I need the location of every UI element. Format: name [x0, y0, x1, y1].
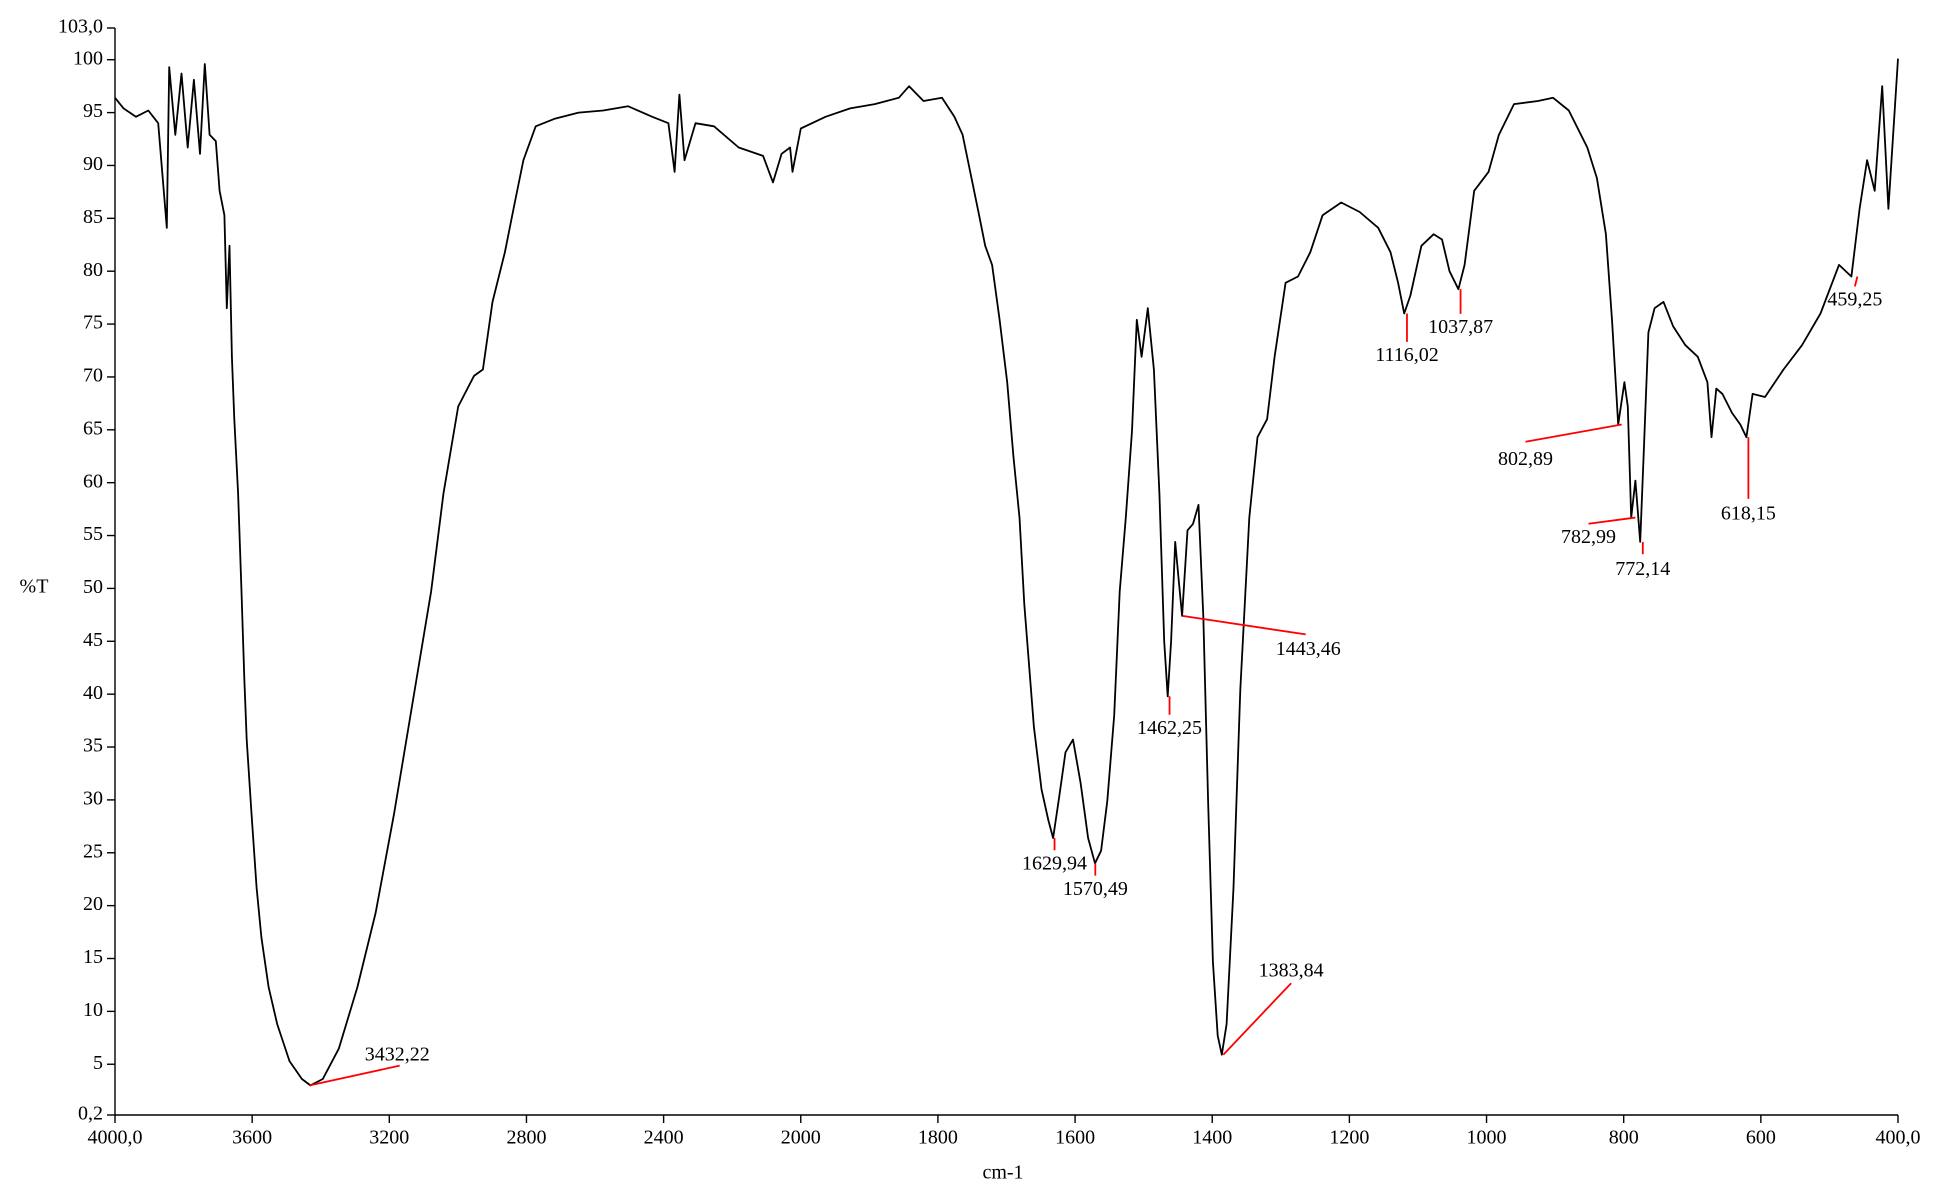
- y-tick-label: 80: [83, 259, 103, 281]
- y-axis-label: %T: [20, 576, 49, 598]
- y-tick-label: 85: [83, 206, 103, 228]
- y-tick-label: 50: [83, 576, 103, 598]
- peak-label: 618,15: [1721, 502, 1776, 524]
- y-tick-label: 70: [83, 365, 103, 387]
- x-tick-label: 1400: [1192, 1127, 1232, 1149]
- y-tick-label: 20: [83, 893, 103, 915]
- peak-label: 1383,84: [1259, 960, 1324, 982]
- y-tick-label: 60: [83, 470, 103, 492]
- x-tick-label: 4000,0: [88, 1127, 143, 1149]
- peak-label: 1037,87: [1428, 316, 1493, 338]
- x-tick-label: 3200: [369, 1127, 409, 1149]
- peak-marker: [1588, 516, 1636, 525]
- peak-marker: [1222, 982, 1292, 1056]
- x-tick-label: 1600: [1055, 1127, 1095, 1149]
- y-tick-label: 90: [83, 153, 103, 175]
- peak-marker: [1182, 615, 1306, 636]
- x-tick-label: 800: [1609, 1127, 1639, 1149]
- peak-marker: [1854, 276, 1859, 287]
- y-tick-label: 55: [83, 523, 103, 545]
- y-tick-label: 40: [83, 682, 103, 704]
- x-tick-label: 2800: [506, 1127, 546, 1149]
- y-tick-label: 95: [83, 100, 103, 122]
- y-tick-label: 5: [93, 1052, 103, 1074]
- y-tick-label: 100: [73, 47, 103, 69]
- x-tick-label: 2000: [781, 1127, 821, 1149]
- x-tick-label: 1200: [1329, 1127, 1369, 1149]
- y-tick-label: 30: [83, 787, 103, 809]
- y-tick-label: 103,0: [58, 16, 103, 38]
- spectrum-line: [114, 58, 1899, 1087]
- y-tick-label: 15: [83, 946, 103, 968]
- y-tick-label: 0,2: [78, 1103, 103, 1125]
- y-tick-label: 35: [83, 735, 103, 757]
- x-tick-label: 600: [1746, 1127, 1776, 1149]
- peak-label: 772,14: [1615, 558, 1670, 580]
- y-tick-label: 45: [83, 629, 103, 651]
- y-tick-label: 10: [83, 999, 103, 1021]
- x-tick-label: 400,0: [1876, 1127, 1921, 1149]
- y-tick-label: 65: [83, 417, 103, 439]
- x-tick-label: 1000: [1467, 1127, 1507, 1149]
- peak-label: 1116,02: [1375, 344, 1439, 366]
- y-tick-label: 75: [83, 312, 103, 334]
- peak-label: 1570,49: [1063, 878, 1128, 900]
- peak-marker: [309, 1064, 400, 1087]
- x-tick-label: 2400: [644, 1127, 684, 1149]
- peak-label: 1462,25: [1137, 717, 1202, 739]
- peak-label: 1443,46: [1276, 638, 1341, 660]
- peak-label: 782,99: [1561, 526, 1616, 548]
- peak-label: 802,89: [1498, 448, 1553, 470]
- x-tick-label: 1800: [918, 1127, 958, 1149]
- y-tick-label: 25: [83, 840, 103, 862]
- peak-label: 459,25: [1827, 289, 1882, 311]
- x-axis-label: cm-1: [982, 1162, 1023, 1184]
- peak-label: 3432,22: [365, 1043, 430, 1065]
- peak-marker: [1525, 423, 1622, 443]
- x-tick-label: 3600: [232, 1127, 272, 1149]
- peak-label: 1629,94: [1022, 853, 1087, 875]
